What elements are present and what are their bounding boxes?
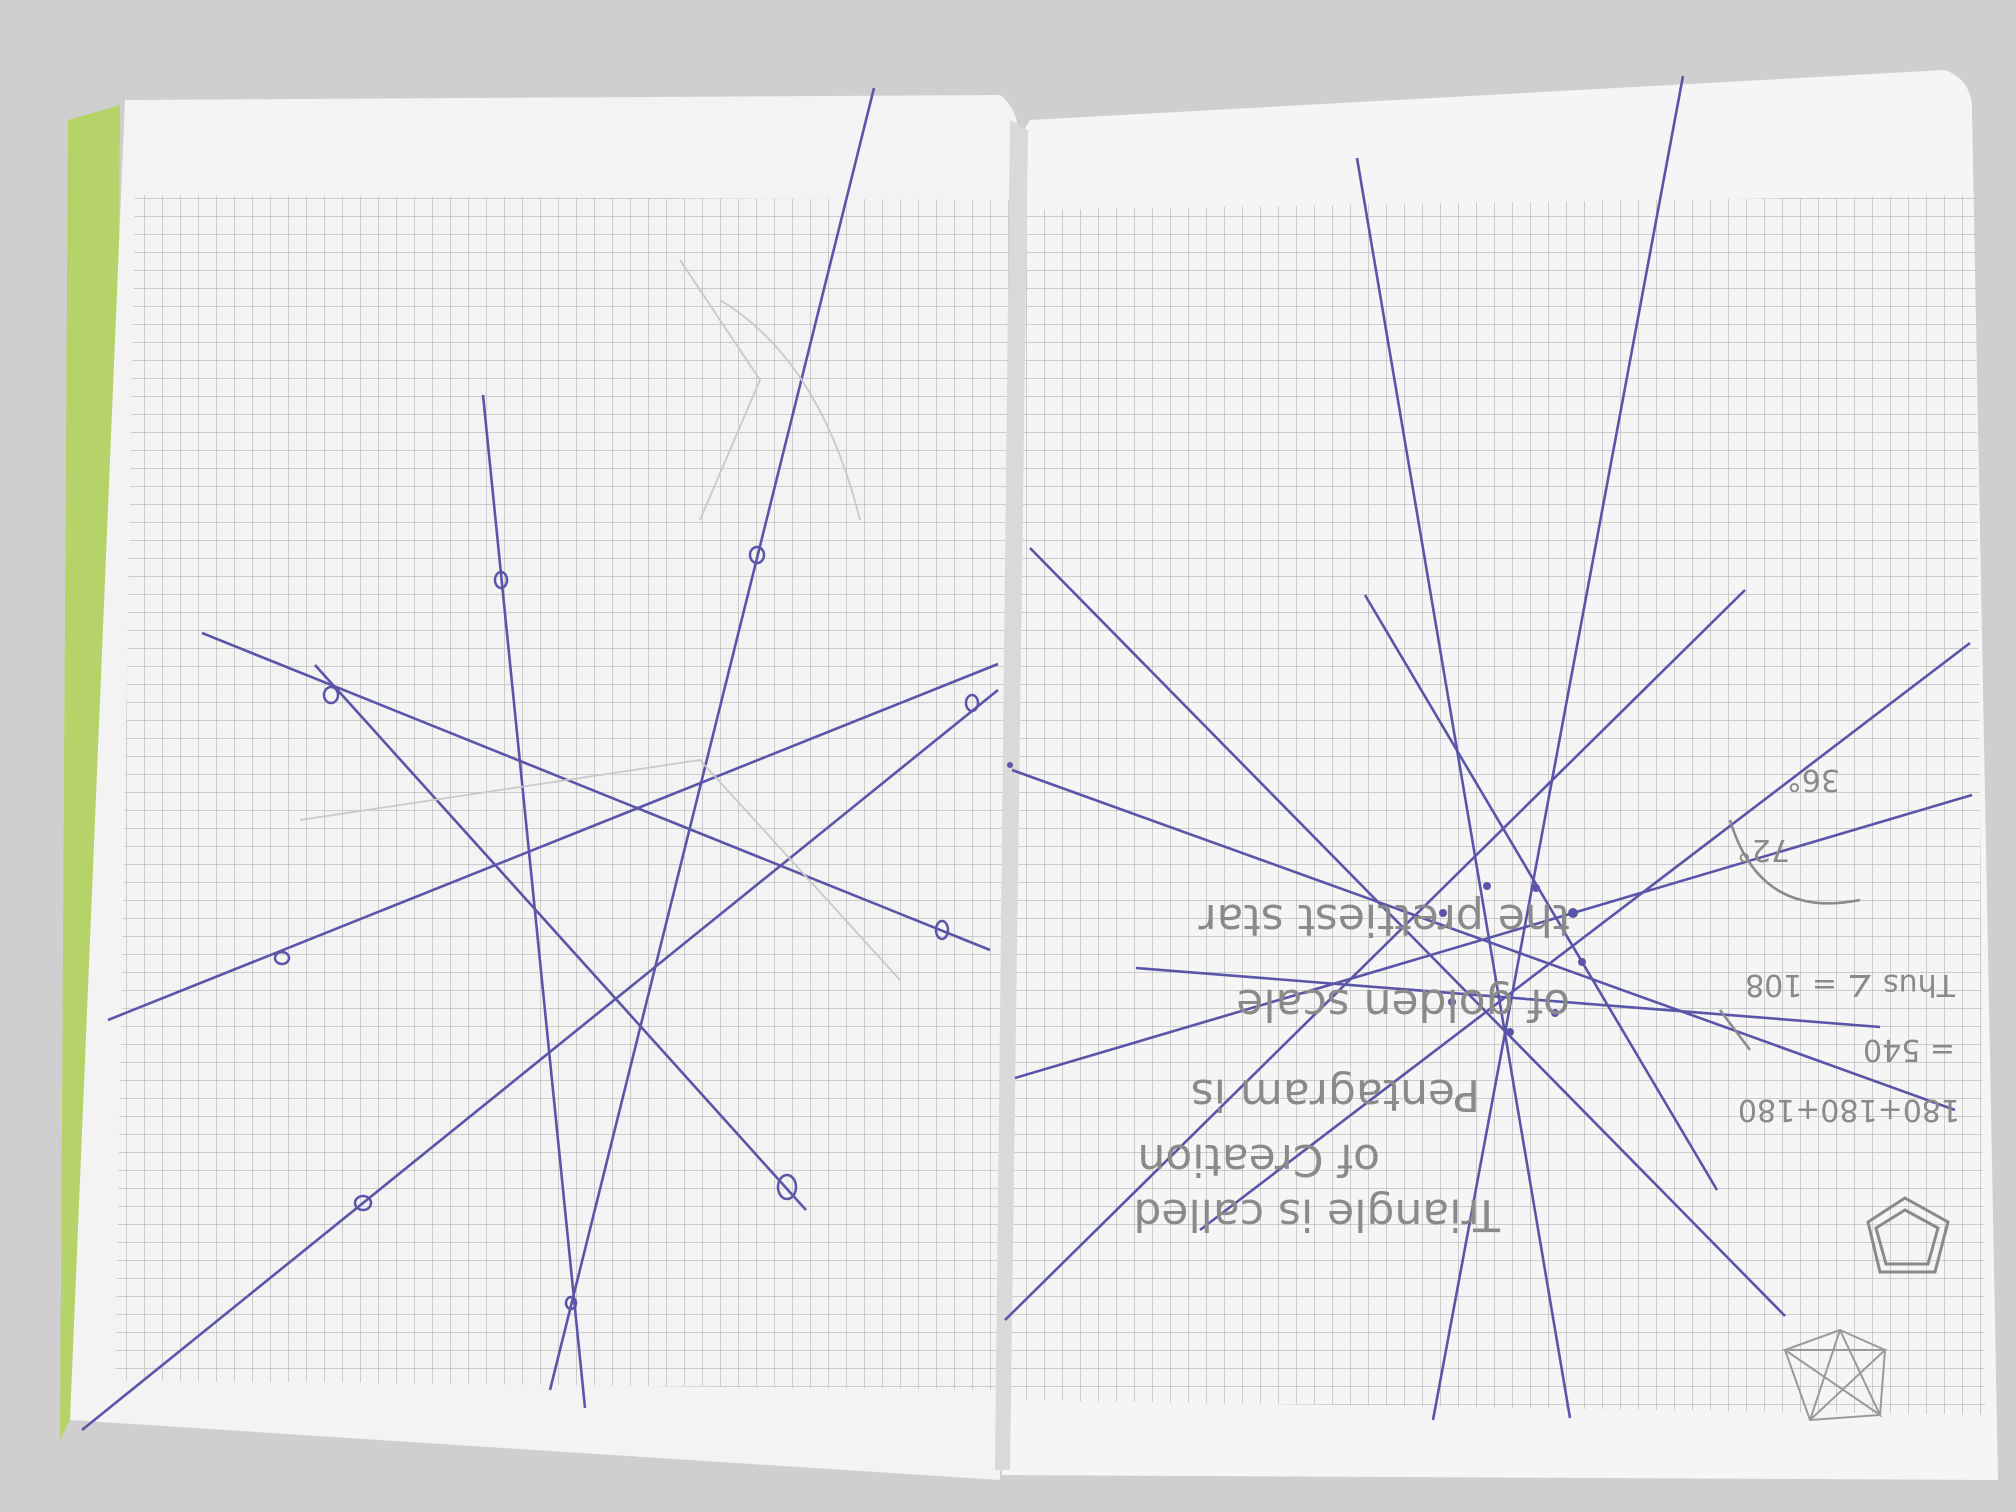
small-angle-2: 72°	[1737, 832, 1790, 867]
angle-total: = 540	[1863, 1032, 1955, 1067]
left-pencil-marks	[299, 259, 901, 981]
star-sketch	[1781, 1328, 1888, 1422]
note-line-2: of Creation	[1137, 1134, 1380, 1185]
angle-arc-sketch	[1719, 819, 1861, 1051]
note-line-1: Triangle is called	[1133, 1189, 1501, 1240]
spine-shadow	[995, 120, 1028, 1470]
left-page-grid	[115, 195, 1012, 1390]
small-angle: 36°	[1787, 762, 1840, 797]
right-page-grid	[1005, 195, 1985, 1415]
note-line-3: Pentagram is	[1191, 1069, 1480, 1120]
note-line-5: the prettiest star	[1198, 894, 1570, 945]
note-line-4: of golden scale	[1236, 979, 1570, 1030]
angle-sum: 180+180+180	[1738, 1092, 1960, 1127]
pentagon-sketch	[1866, 1196, 1950, 1274]
right-star-lines	[1004, 75, 1973, 1421]
right-star-points	[1007, 762, 1586, 1036]
right-pencil-writing: Triangle is called of Creation Pentagram…	[1133, 762, 1960, 1240]
left-star-lines	[81, 87, 999, 1432]
angle-note: Thus ∠ = 108	[1745, 967, 1956, 1002]
left-star-points	[273, 545, 980, 1311]
